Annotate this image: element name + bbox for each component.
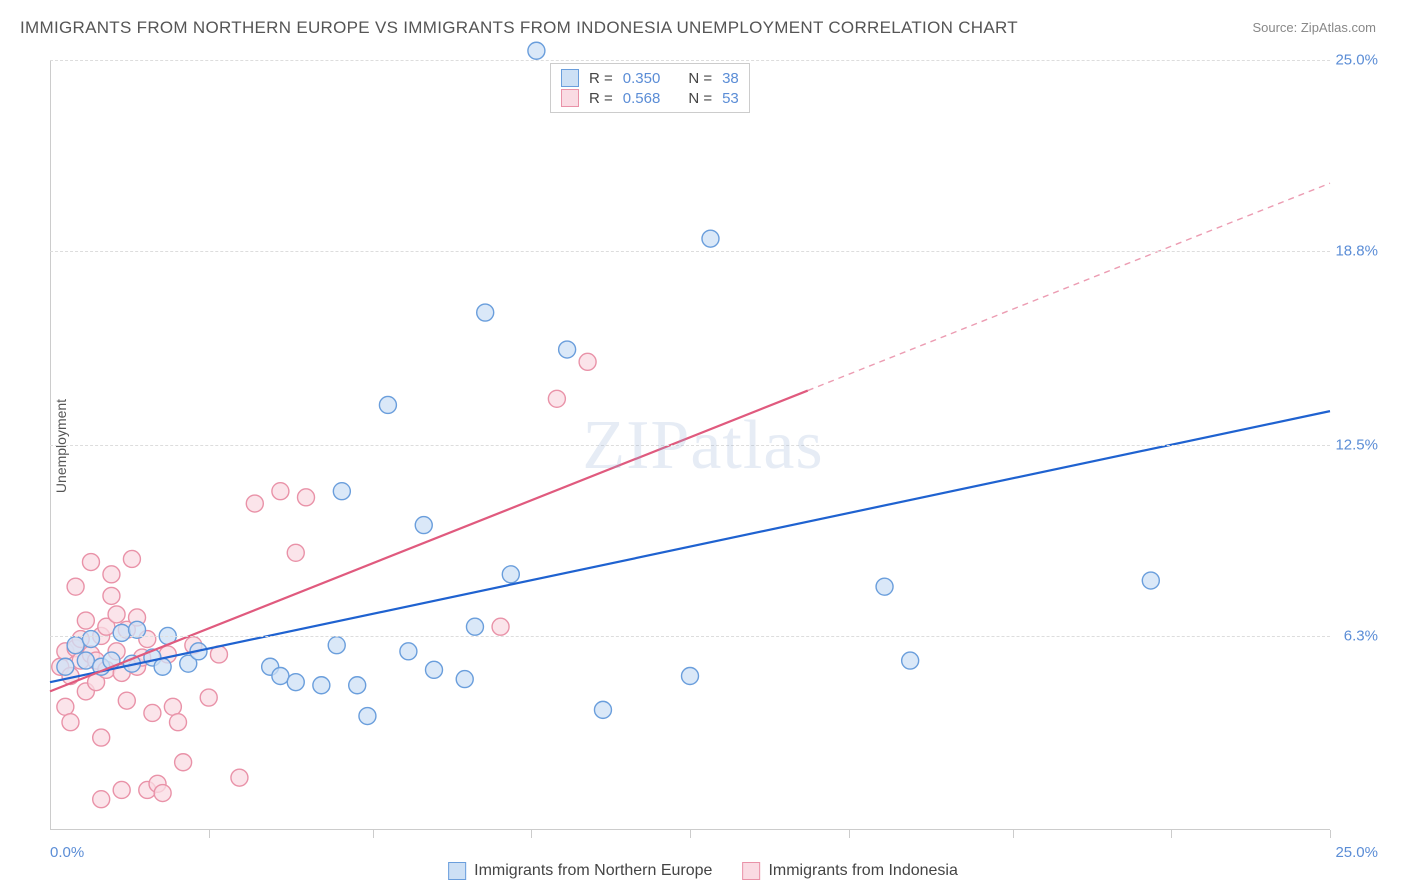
legend-swatch — [448, 862, 466, 880]
data-point — [103, 587, 120, 604]
data-point — [154, 658, 171, 675]
data-point — [200, 689, 217, 706]
data-point — [113, 781, 130, 798]
data-point — [272, 668, 289, 685]
legend-item: Immigrants from Northern Europe — [448, 862, 712, 880]
x-tick-mark — [1330, 830, 1331, 838]
data-point — [359, 708, 376, 725]
legend-swatch — [561, 89, 579, 107]
legend-n-value: 38 — [722, 70, 739, 87]
data-point — [1142, 572, 1159, 589]
data-point — [876, 578, 893, 595]
series-legend: Immigrants from Northern Europe Immigrant… — [440, 862, 966, 880]
legend-r-label: R = — [589, 90, 613, 107]
data-point — [113, 624, 130, 641]
x-tick-mark — [373, 830, 374, 838]
legend-n-label: N = — [688, 90, 712, 107]
trend-line-extrapolated — [808, 183, 1330, 390]
data-point — [492, 618, 509, 635]
data-point — [118, 692, 135, 709]
data-point — [682, 668, 699, 685]
data-point — [400, 643, 417, 660]
data-point — [379, 396, 396, 413]
data-point — [287, 674, 304, 691]
data-point — [57, 698, 74, 715]
data-point — [313, 677, 330, 694]
gridline — [50, 445, 1330, 446]
correlation-legend: R = 0.350 N = 38 R = 0.568 N = 53 — [550, 63, 750, 113]
gridline — [50, 251, 1330, 252]
x-tick-mark — [1013, 830, 1014, 838]
data-point — [477, 304, 494, 321]
data-point — [287, 544, 304, 561]
data-point — [62, 714, 79, 731]
data-point — [456, 671, 473, 688]
x-tick-mark — [690, 830, 691, 838]
data-point — [144, 704, 161, 721]
data-point — [466, 618, 483, 635]
data-point — [702, 230, 719, 247]
x-axis-max-label: 25.0% — [1335, 844, 1378, 861]
x-tick-mark — [1171, 830, 1172, 838]
data-point — [175, 754, 192, 771]
chart-title: IMMIGRANTS FROM NORTHERN EUROPE VS IMMIG… — [20, 18, 1018, 38]
x-tick-mark — [849, 830, 850, 838]
x-tick-mark — [531, 830, 532, 838]
legend-row: R = 0.350 N = 38 — [561, 68, 739, 88]
legend-r-value: 0.568 — [623, 90, 661, 107]
gridline — [50, 636, 1330, 637]
data-point — [170, 714, 187, 731]
legend-row: R = 0.568 N = 53 — [561, 88, 739, 108]
legend-n-value: 53 — [722, 90, 739, 107]
data-point — [594, 701, 611, 718]
trend-line — [50, 411, 1330, 682]
x-axis-min-label: 0.0% — [50, 844, 84, 861]
data-point — [103, 566, 120, 583]
data-point — [154, 785, 171, 802]
y-tick-label: 12.5% — [1335, 437, 1378, 454]
data-point — [108, 606, 125, 623]
data-point — [82, 554, 99, 571]
data-point — [246, 495, 263, 512]
data-point — [67, 578, 84, 595]
data-point — [328, 637, 345, 654]
legend-n-label: N = — [688, 70, 712, 87]
data-point — [77, 612, 94, 629]
y-tick-label: 6.3% — [1344, 627, 1378, 644]
legend-series-label: Immigrants from Northern Europe — [474, 862, 712, 880]
data-point — [67, 637, 84, 654]
gridline — [50, 60, 1330, 61]
data-point — [231, 769, 248, 786]
data-point — [164, 698, 181, 715]
trend-line — [50, 391, 808, 692]
legend-series-label: Immigrants from Indonesia — [768, 862, 957, 880]
legend-item: Immigrants from Indonesia — [742, 862, 957, 880]
y-tick-label: 25.0% — [1335, 52, 1378, 69]
legend-swatch — [742, 862, 760, 880]
data-point — [82, 631, 99, 648]
x-tick-mark — [209, 830, 210, 838]
data-point — [902, 652, 919, 669]
source-attribution: Source: ZipAtlas.com — [1252, 20, 1376, 35]
data-point — [93, 791, 110, 808]
legend-r-label: R = — [589, 70, 613, 87]
data-point — [528, 42, 545, 59]
data-point — [579, 353, 596, 370]
data-point — [548, 390, 565, 407]
data-point — [77, 652, 94, 669]
data-point — [559, 341, 576, 358]
data-point — [415, 517, 432, 534]
data-point — [272, 483, 289, 500]
data-point — [298, 489, 315, 506]
data-point — [349, 677, 366, 694]
data-point — [426, 661, 443, 678]
data-point — [123, 550, 140, 567]
data-point — [57, 658, 74, 675]
data-point — [93, 729, 110, 746]
y-tick-label: 18.8% — [1335, 242, 1378, 259]
data-point — [333, 483, 350, 500]
legend-r-value: 0.350 — [623, 70, 661, 87]
legend-swatch — [561, 69, 579, 87]
data-point — [502, 566, 519, 583]
